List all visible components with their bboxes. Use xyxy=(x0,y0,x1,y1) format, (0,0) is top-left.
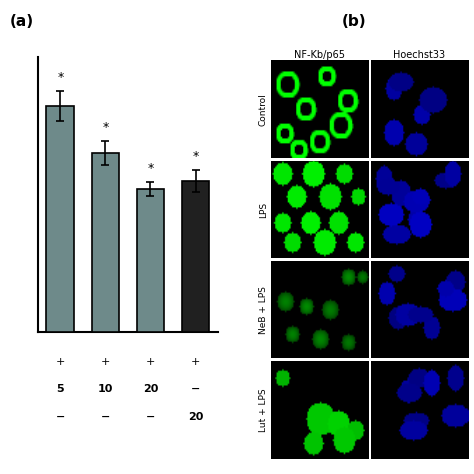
Text: −: − xyxy=(56,411,65,421)
Text: NeB + LPS: NeB + LPS xyxy=(259,286,268,334)
Text: 20: 20 xyxy=(188,411,203,421)
Bar xyxy=(46,106,74,332)
Text: LPS: LPS xyxy=(259,201,268,218)
Text: +: + xyxy=(146,356,155,366)
Text: (a): (a) xyxy=(9,14,34,29)
Text: *: * xyxy=(57,72,64,84)
Bar xyxy=(182,181,210,332)
Text: *: * xyxy=(102,121,109,134)
Bar xyxy=(91,153,119,332)
Title: NF-Kb/p65: NF-Kb/p65 xyxy=(294,50,346,60)
Text: Control: Control xyxy=(259,93,268,126)
Text: 5: 5 xyxy=(56,384,64,394)
Text: +: + xyxy=(191,356,200,366)
Text: −: − xyxy=(101,411,110,421)
Text: −: − xyxy=(146,411,155,421)
Text: +: + xyxy=(56,356,65,366)
Text: Lut + LPS: Lut + LPS xyxy=(259,388,268,431)
Text: *: * xyxy=(192,150,199,163)
Text: +: + xyxy=(101,356,110,366)
Text: (b): (b) xyxy=(341,14,366,29)
Title: Hoechst33: Hoechst33 xyxy=(393,50,446,60)
Text: −: − xyxy=(191,384,200,394)
Text: 20: 20 xyxy=(143,384,158,394)
Bar xyxy=(137,189,164,332)
Text: 10: 10 xyxy=(98,384,113,394)
Text: *: * xyxy=(147,162,154,175)
